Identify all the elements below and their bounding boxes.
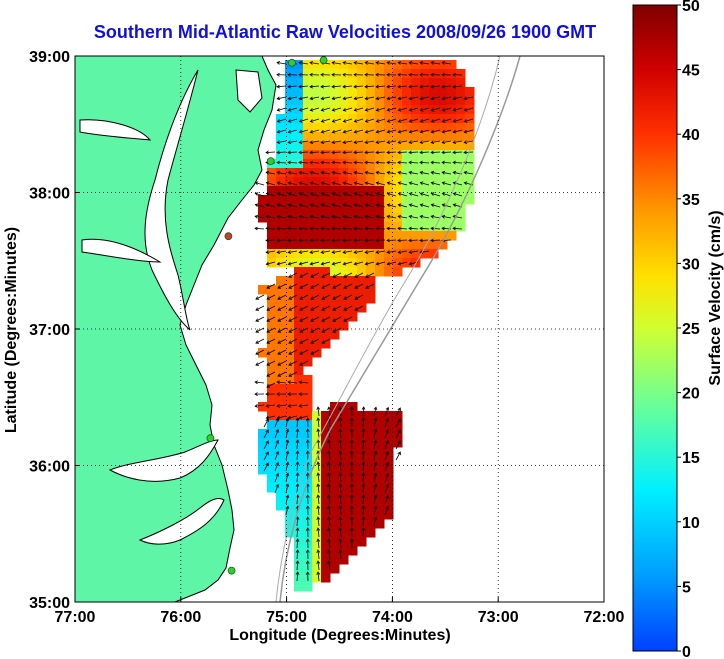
station-marker xyxy=(206,434,215,443)
x-tick-label: 77:00 xyxy=(55,609,96,626)
x-axis-label: Longitude (Degrees:Minutes) xyxy=(229,627,450,644)
station-marker xyxy=(319,56,328,64)
station-markers xyxy=(206,56,328,575)
x-ticks: 77:00 76:00 75:00 74:00 73:00 72:00 xyxy=(55,597,625,626)
grid-lines xyxy=(75,56,604,602)
station-marker xyxy=(287,58,296,67)
y-tick-label: 39:00 xyxy=(29,49,70,66)
velocity-field xyxy=(254,55,521,603)
x-tick-label: 75:00 xyxy=(266,609,307,626)
y-ticks: 39:00 38:00 37:00 36:00 35:00 xyxy=(29,49,80,612)
colorbar xyxy=(632,4,678,652)
y-tick-label: 35:00 xyxy=(29,595,70,612)
colorbar-tick-label: 35 xyxy=(682,192,700,209)
x-tick-label: 74:00 xyxy=(372,609,413,626)
colorbar-tick-label: 25 xyxy=(682,321,700,338)
colorbar-tick-label: 10 xyxy=(682,515,700,532)
station-marker xyxy=(224,232,233,241)
x-tick-label: 72:00 xyxy=(584,609,625,626)
y-tick-label: 37:00 xyxy=(29,322,70,339)
colorbar-ticks: 0 5 10 15 20 25 30 35 40 45 50 xyxy=(677,0,700,659)
colorbar-tick-label: 45 xyxy=(682,63,700,80)
colorbar-tick-label: 30 xyxy=(682,256,700,273)
colorbar-tick-label: 40 xyxy=(682,127,700,144)
station-marker xyxy=(227,566,236,575)
station-marker xyxy=(266,157,275,166)
x-tick-label: 76:00 xyxy=(160,609,201,626)
colorbar-tick-label: 20 xyxy=(682,386,700,403)
y-axis-label: Latitude (Degrees:Minutes) xyxy=(3,227,20,433)
colorbar-label: Surface Velocity (cm/s) xyxy=(707,210,724,385)
y-tick-label: 38:00 xyxy=(29,186,70,203)
colorbar-tick-label: 50 xyxy=(682,0,700,15)
map-title: Southern Mid-Atlantic Raw Velocities 200… xyxy=(93,22,597,42)
colorbar-tick-label: 5 xyxy=(682,579,691,596)
colorbar-tick-label: 0 xyxy=(682,644,691,659)
x-tick-label: 73:00 xyxy=(478,609,519,626)
y-tick-label: 36:00 xyxy=(29,459,70,476)
colorbar-tick-label: 15 xyxy=(682,450,700,467)
